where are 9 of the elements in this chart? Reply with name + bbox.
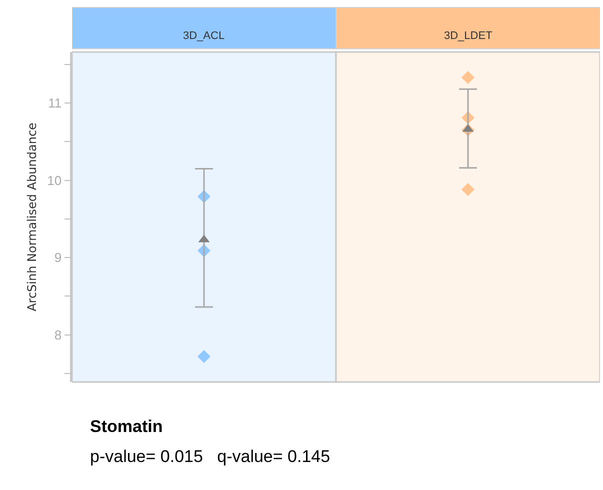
text: p-value= 0.015 q-value= 0.145 xyxy=(90,447,330,466)
y-tick-label: 10 xyxy=(47,172,62,188)
x-tick-label: 3D_LDET xyxy=(444,30,493,42)
x-tick-label: 3D_ACL xyxy=(183,30,225,42)
y-axis-title: ArcSinh Normalised Abundance xyxy=(24,122,39,312)
y-tick-label: 8 xyxy=(54,327,62,342)
y-tick-label: 9 xyxy=(54,250,62,266)
y-tick-label: 11 xyxy=(48,96,62,111)
text: Stomatin xyxy=(90,417,163,436)
